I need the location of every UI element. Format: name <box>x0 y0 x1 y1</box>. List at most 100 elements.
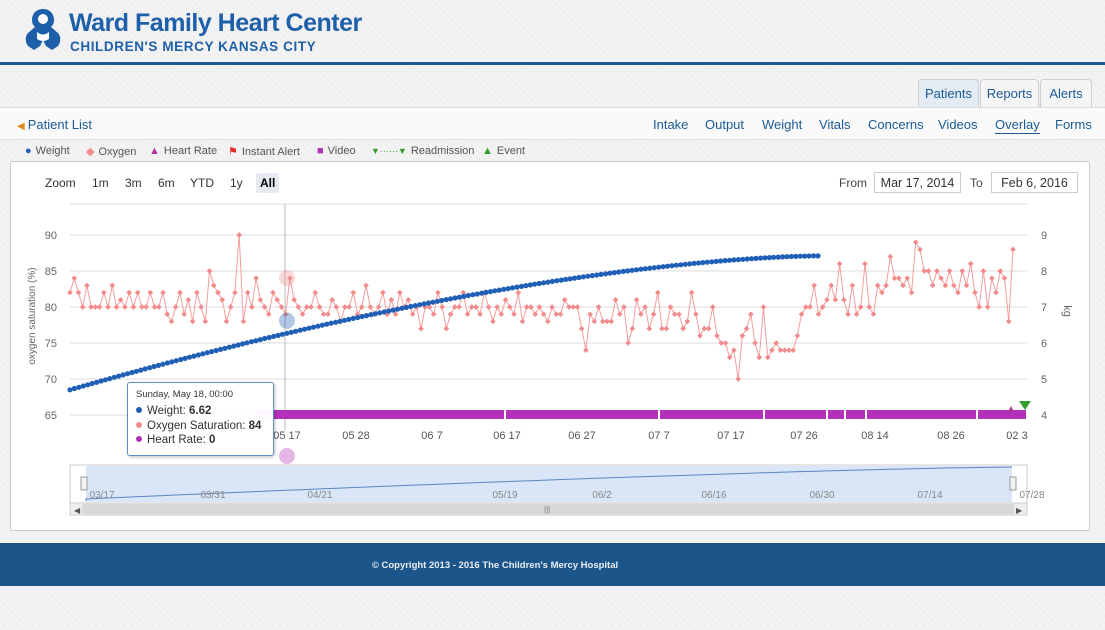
oxygen-point[interactable] <box>705 325 712 332</box>
oxygen-point[interactable] <box>680 325 686 332</box>
weight-point[interactable] <box>191 353 197 359</box>
oxygen-point[interactable] <box>676 311 682 318</box>
weight-point[interactable] <box>403 304 409 310</box>
oxygen-point[interactable] <box>198 304 204 310</box>
zoom-6m-button[interactable]: 6m <box>158 176 175 190</box>
weight-point[interactable] <box>116 373 122 379</box>
weight-point[interactable] <box>492 288 498 294</box>
tab-alerts[interactable]: Alerts <box>1040 79 1092 107</box>
heart-rate-marker[interactable] <box>1008 406 1014 412</box>
oxygen-point[interactable] <box>887 253 894 260</box>
navigator-handle-right[interactable] <box>1009 476 1017 491</box>
oxygen-point[interactable] <box>604 318 610 325</box>
oxygen-point[interactable] <box>164 311 171 318</box>
oxygen-point[interactable] <box>363 282 369 289</box>
oxygen-point[interactable] <box>515 289 522 296</box>
oxygen-point[interactable] <box>989 275 995 282</box>
weight-point[interactable] <box>474 291 480 297</box>
weight-point[interactable] <box>160 361 166 367</box>
weight-point[interactable] <box>390 307 396 313</box>
oxygen-point[interactable] <box>739 332 746 339</box>
weight-point[interactable] <box>722 258 728 264</box>
oxygen-point[interactable] <box>841 296 847 303</box>
oxygen-point[interactable] <box>638 311 644 318</box>
oxygen-point[interactable] <box>181 311 188 318</box>
oxygen-point[interactable] <box>519 318 526 325</box>
weight-point[interactable] <box>120 372 126 378</box>
weight-point[interactable] <box>509 285 516 291</box>
oxygen-point[interactable] <box>498 311 505 318</box>
oxygen-point[interactable] <box>917 246 923 253</box>
weight-point[interactable] <box>775 254 781 260</box>
weight-point[interactable] <box>523 283 529 289</box>
oxygen-point[interactable] <box>151 304 158 310</box>
weight-point[interactable] <box>324 321 330 327</box>
weight-point[interactable] <box>275 332 281 338</box>
oxygen-point[interactable] <box>71 275 78 282</box>
weight-point[interactable] <box>425 300 432 306</box>
oxygen-point[interactable] <box>895 275 902 282</box>
oxygen-point[interactable] <box>752 340 758 346</box>
weight-point[interactable] <box>682 261 688 267</box>
weight-point[interactable] <box>545 279 551 285</box>
oxygen-point[interactable] <box>536 304 543 310</box>
oxygen-point[interactable] <box>802 304 809 310</box>
oxygen-point[interactable] <box>79 304 86 310</box>
weight-point[interactable] <box>377 310 383 316</box>
oxygen-point[interactable] <box>101 289 107 296</box>
weight-point[interactable] <box>94 379 100 385</box>
oxygen-point[interactable] <box>202 318 209 325</box>
weight-point[interactable] <box>780 254 786 260</box>
oxygen-point[interactable] <box>642 304 648 310</box>
weight-point[interactable] <box>319 322 325 328</box>
weight-point[interactable] <box>572 275 578 281</box>
legend-instant-alert[interactable]: ⚑ Instant Alert <box>228 145 300 158</box>
weight-point[interactable] <box>625 268 631 274</box>
oxygen-point[interactable] <box>447 311 454 318</box>
oxygen-point[interactable] <box>726 354 733 361</box>
oxygen-point[interactable] <box>257 296 264 303</box>
oxygen-point[interactable] <box>545 318 551 325</box>
oxygen-point[interactable] <box>773 340 780 346</box>
oxygen-point[interactable] <box>959 268 966 274</box>
oxygen-point[interactable] <box>904 275 911 282</box>
weight-point[interactable] <box>757 255 764 261</box>
oxygen-point[interactable] <box>963 282 970 289</box>
oxygen-point[interactable] <box>439 304 445 310</box>
oxygen-point[interactable] <box>591 318 598 325</box>
oxygen-point[interactable] <box>464 311 471 318</box>
oxygen-point[interactable] <box>629 325 636 332</box>
oxygen-point[interactable] <box>430 311 437 318</box>
oxygen-point[interactable] <box>511 311 517 318</box>
oxygen-point[interactable] <box>223 318 230 325</box>
weight-point[interactable] <box>142 366 148 372</box>
oxygen-point[interactable] <box>122 304 128 310</box>
oxygen-point[interactable] <box>117 296 124 303</box>
weight-point[interactable] <box>629 267 635 273</box>
weight-point[interactable] <box>231 343 237 349</box>
weight-point[interactable] <box>244 340 250 346</box>
oxygen-point[interactable] <box>134 289 141 296</box>
weight-point[interactable] <box>811 253 817 259</box>
oxygen-point[interactable] <box>549 304 555 310</box>
weight-point[interactable] <box>576 274 582 281</box>
oxygen-point[interactable] <box>731 347 737 354</box>
oxygen-point[interactable] <box>879 289 885 296</box>
weight-point[interactable] <box>178 356 184 363</box>
oxygen-point[interactable] <box>333 304 340 310</box>
oxygen-point[interactable] <box>270 289 276 296</box>
oxygen-point[interactable] <box>921 268 928 274</box>
oxygen-point[interactable] <box>595 304 602 310</box>
oxygen-point[interactable] <box>667 304 674 310</box>
weight-point[interactable] <box>585 273 591 279</box>
oxygen-point[interactable] <box>938 275 944 282</box>
weight-point[interactable] <box>346 316 352 322</box>
oxygen-point[interactable] <box>777 347 784 354</box>
weight-point[interactable] <box>253 338 259 344</box>
weight-point[interactable] <box>355 314 361 321</box>
oxygen-point[interactable] <box>473 304 479 310</box>
oxygen-point[interactable] <box>210 282 217 289</box>
oxygen-point[interactable] <box>325 311 331 318</box>
weight-point[interactable] <box>337 318 343 324</box>
oxygen-point[interactable] <box>528 304 534 310</box>
